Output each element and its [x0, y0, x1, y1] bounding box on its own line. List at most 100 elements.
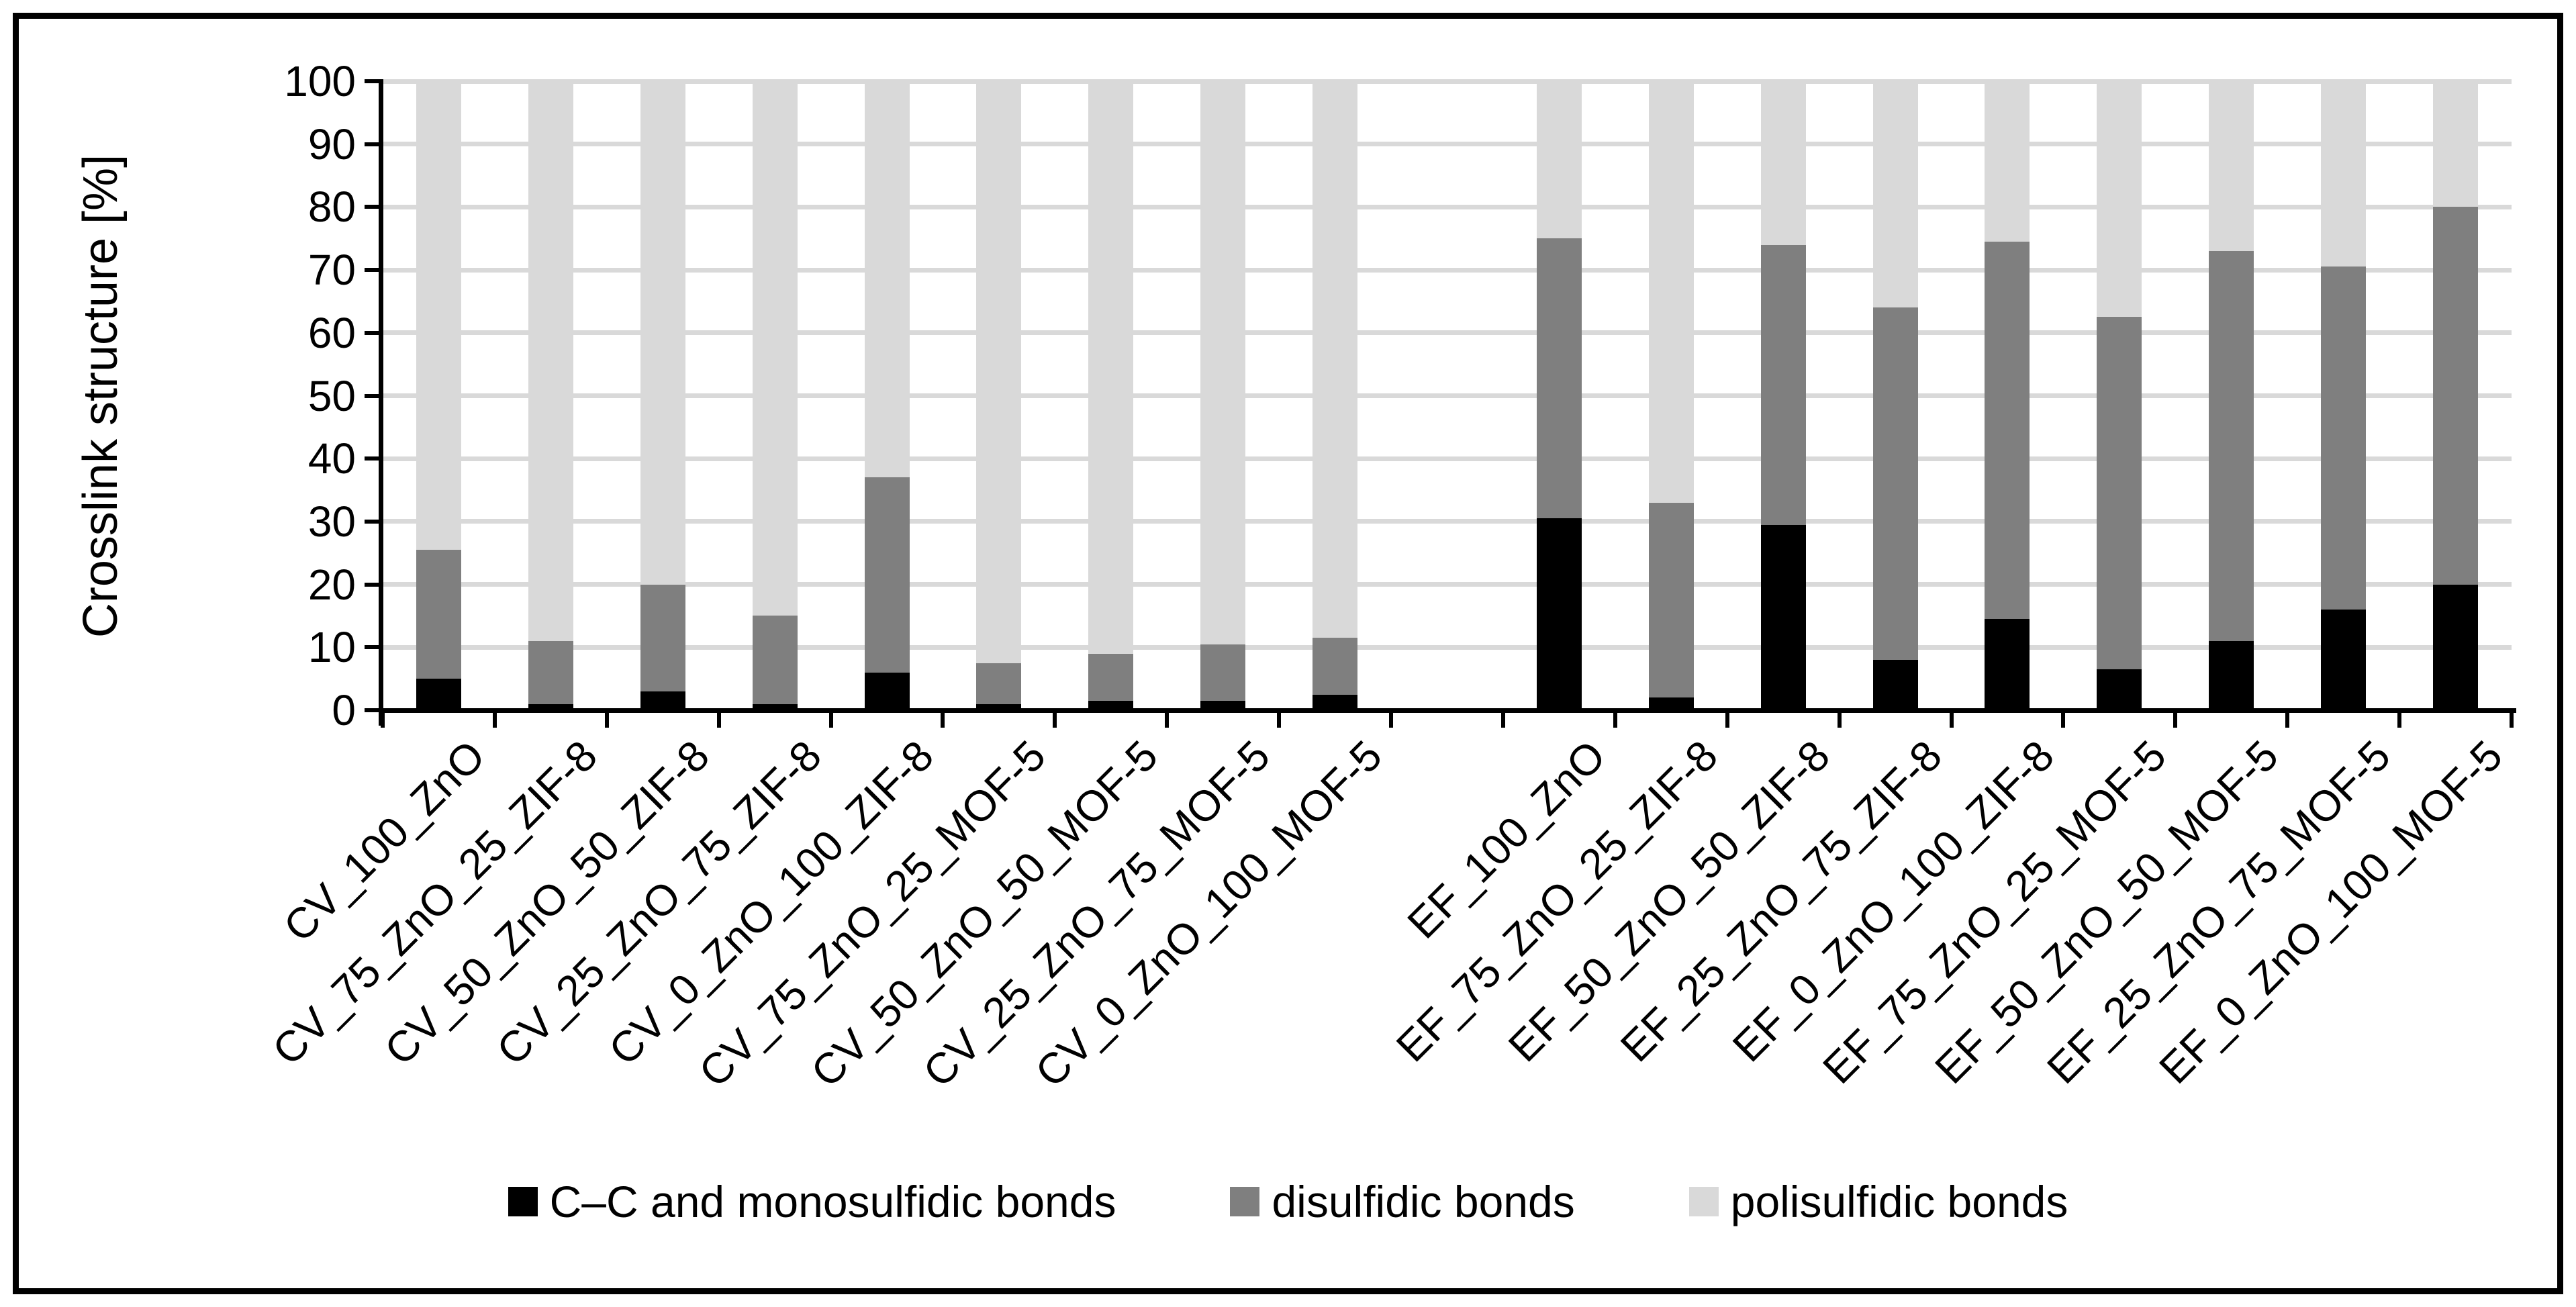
bar-segment — [1760, 244, 1806, 525]
stacked-bar-CV_50_ZnO_50_MOF-5 — [1088, 81, 1134, 710]
bar-segment — [2097, 317, 2142, 670]
gridline-100 — [383, 79, 2512, 84]
y-tick-label: 0 — [332, 686, 356, 734]
x-tick-mark — [1389, 710, 1394, 728]
bar-segment — [1200, 700, 1246, 710]
bar-segment — [752, 81, 798, 616]
y-tick-label: 60 — [307, 308, 356, 357]
bar-segment — [2433, 207, 2479, 585]
bar-segment — [864, 477, 910, 673]
bar-segment — [1536, 238, 1582, 519]
bar-segment — [1648, 81, 1694, 503]
bar-segment — [1648, 697, 1694, 710]
bar-segment — [1313, 638, 1358, 695]
bar-segment — [1760, 524, 1806, 710]
x-tick-mark — [2061, 710, 2066, 728]
stacked-bar-CV_75_ZnO_25_ZIF-8 — [528, 81, 573, 710]
bar-segment — [2433, 584, 2479, 710]
bar-segment — [2433, 81, 2479, 207]
legend-label: polisulfidic bonds — [1730, 1177, 2068, 1226]
bar-segment — [1088, 653, 1134, 701]
legend-label: disulfidic bonds — [1272, 1177, 1575, 1226]
bar-segment — [1313, 81, 1358, 638]
y-tick-label: 20 — [307, 560, 356, 609]
x-tick-mark — [1725, 710, 1729, 728]
gridline-60 — [383, 330, 2512, 336]
y-tick-mark — [365, 456, 383, 461]
x-tick-mark — [492, 710, 497, 728]
bar-segment — [976, 663, 1022, 704]
y-tick-label: 50 — [307, 371, 356, 420]
y-tick-mark — [365, 582, 383, 587]
x-tick-mark — [828, 710, 833, 728]
legend-item-disulfidic: disulfidic bonds — [1230, 1177, 1575, 1226]
gridline-50 — [383, 393, 2512, 398]
y-tick-label: 80 — [307, 183, 356, 232]
x-tick-mark — [604, 710, 609, 728]
bar-segment — [1985, 619, 2030, 710]
gridline-70 — [383, 267, 2512, 273]
y-tick-mark — [365, 330, 383, 335]
chart-legend: C–C and monosulfidic bonds disulfidic bo… — [0, 1179, 2576, 1224]
bar-segment — [2321, 267, 2367, 610]
gridline-90 — [383, 142, 2512, 147]
bar-segment — [416, 81, 461, 550]
y-tick-mark — [365, 142, 383, 146]
bar-segment — [1088, 700, 1134, 710]
legend-swatch-lightgray-icon — [1688, 1187, 1719, 1216]
y-tick-mark — [365, 645, 383, 650]
stacked-bar-EF_75_ZnO_25_ZIF-8 — [1648, 81, 1694, 710]
bar-segment — [2209, 81, 2254, 251]
bar-segment — [2097, 81, 2142, 318]
gridline-20 — [383, 582, 2512, 587]
bar-segment — [864, 81, 910, 478]
y-tick-mark — [365, 205, 383, 209]
gridline-80 — [383, 204, 2512, 209]
y-tick-mark — [365, 519, 383, 524]
bar-segment — [528, 704, 573, 710]
bar-segment — [640, 584, 685, 691]
y-tick-label: 100 — [284, 57, 356, 105]
bar-segment — [2097, 669, 2142, 710]
bar-segment — [2209, 640, 2254, 710]
x-tick-mark — [2510, 710, 2514, 728]
stacked-bar-CV_75_ZnO_25_MOF-5 — [976, 81, 1022, 710]
stacked-bar-CV_25_ZnO_75_MOF-5 — [1200, 81, 1246, 710]
stacked-bar-EF_25_ZnO_75_ZIF-8 — [1872, 81, 1918, 710]
bar-segment — [1872, 307, 1918, 661]
y-tick-label: 90 — [307, 119, 356, 168]
y-tick-mark — [365, 393, 383, 398]
x-tick-mark — [1837, 710, 1842, 728]
y-tick-mark — [365, 268, 383, 273]
bar-segment — [752, 616, 798, 704]
bar-segment — [2321, 610, 2367, 710]
y-tick-label: 70 — [307, 246, 356, 295]
stacked-bar-CV_0_ZnO_100_MOF-5 — [1313, 81, 1358, 710]
stacked-bar-EF_50_ZnO_50_ZIF-8 — [1760, 81, 1806, 710]
x-tick-mark — [716, 710, 721, 728]
bar-segment — [976, 81, 1022, 663]
y-axis-title: Crosslink structure [%] — [74, 154, 128, 638]
x-tick-mark — [1500, 710, 1505, 728]
gridline-40 — [383, 456, 2512, 461]
stacked-bar-CV_50_ZnO_50_ZIF-8 — [640, 81, 685, 710]
legend-item-monosulfidic: C–C and monosulfidic bonds — [508, 1179, 1116, 1224]
bar-segment — [1760, 81, 1806, 245]
x-tick-mark — [2173, 710, 2178, 728]
y-axis-line — [379, 79, 383, 726]
bar-segment — [1648, 502, 1694, 698]
stacked-bar-CV_0_ZnO_100_ZIF-8 — [864, 81, 910, 710]
x-tick-mark — [1053, 710, 1057, 728]
x-tick-mark — [1277, 710, 1282, 728]
gridline-30 — [383, 519, 2512, 524]
y-tick-mark — [365, 79, 383, 83]
x-tick-mark — [381, 710, 385, 728]
x-tick-mark — [2397, 710, 2402, 728]
y-tick-label: 10 — [307, 623, 356, 672]
bar-segment — [1536, 81, 1582, 239]
legend-label: C–C and monosulfidic bonds — [549, 1177, 1116, 1226]
stacked-bar-EF_25_ZnO_75_MOF-5 — [2321, 81, 2367, 710]
bar-segment — [640, 81, 685, 585]
stacked-bar-EF_50_ZnO_50_MOF-5 — [2209, 81, 2254, 710]
